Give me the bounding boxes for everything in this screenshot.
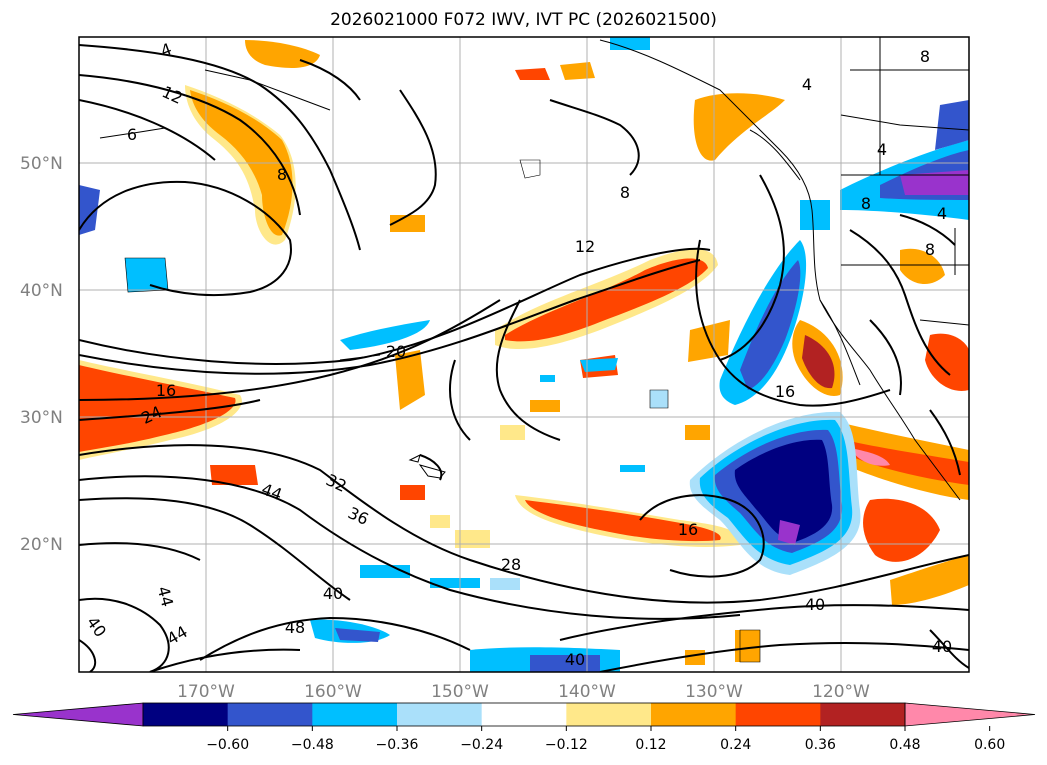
colorbar-segment <box>143 703 229 726</box>
colorbar-segment <box>12 702 144 727</box>
contour-label: 40 <box>323 584 343 603</box>
map-layers <box>79 37 969 672</box>
map-border <box>78 36 970 673</box>
coastlines <box>99 37 969 501</box>
contour-lines <box>79 44 969 672</box>
contour-label: 8 <box>861 194 871 213</box>
lon-label: 130°W <box>685 682 743 702</box>
colorbar-segment <box>481 703 567 726</box>
contour-label: 44 <box>154 584 178 609</box>
lon-label: 120°W <box>812 682 870 702</box>
contour-label: 16 <box>156 381 176 400</box>
colorbar-tick-label: 0.36 <box>805 737 836 753</box>
lat-label: 30°N <box>20 408 63 428</box>
colorbar-tick-label: −0.12 <box>545 737 588 753</box>
graticule <box>79 37 969 672</box>
colorbar-segment <box>651 703 737 726</box>
colorbar <box>12 702 1036 727</box>
contour-label: 16 <box>678 520 698 539</box>
contour-label: 8 <box>277 165 287 184</box>
contour-label: 20 <box>386 342 406 361</box>
lon-label: 150°W <box>431 682 489 702</box>
lat-label: 40°N <box>20 281 63 301</box>
colorbar-tick-label: −0.48 <box>291 737 334 753</box>
colorbar-segment <box>904 702 1036 727</box>
contour-label: 12 <box>575 237 595 256</box>
contour-label: 6 <box>127 125 137 144</box>
colorbar-ticks: −0.60 −0.48 −0.36 −0.24 −0.12 0.12 0.24 0.36 0.4… <box>206 726 1005 753</box>
colorbar-tick-label: 0.60 <box>974 737 1005 753</box>
contour-label: 40 <box>932 637 952 656</box>
contour-label: 8 <box>620 183 630 202</box>
colorbar-tick-label: −0.60 <box>206 737 249 753</box>
shade-outlines <box>124 159 761 663</box>
colorbar-segment <box>566 703 652 726</box>
contour-label: 28 <box>501 555 521 574</box>
contour-label: 4 <box>877 140 887 159</box>
lat-labels: 50°N 40°N 30°N 20°N <box>20 154 63 555</box>
colorbar-tick-label: −0.36 <box>376 737 419 753</box>
shaded-anomalies <box>79 37 969 672</box>
lat-label: 50°N <box>20 154 63 174</box>
lon-label: 160°W <box>304 682 362 702</box>
colorbar-tick-label: 0.12 <box>635 737 666 753</box>
lon-label: 170°W <box>177 682 235 702</box>
contour-label: 4 <box>937 204 947 223</box>
colorbar-segment <box>397 703 483 726</box>
colorbar-tick-label: −0.24 <box>460 737 503 753</box>
contour-label: 4 <box>802 75 812 94</box>
lon-label: 140°W <box>558 682 616 702</box>
colorbar-tick-label: 0.48 <box>889 737 920 753</box>
lat-label: 20°N <box>20 535 63 555</box>
colorbar-tick-label: 0.24 <box>720 737 751 753</box>
contour-label: 8 <box>925 240 935 259</box>
colorbar-segment <box>227 703 313 726</box>
contour-label: 40 <box>805 595 825 614</box>
contour-label: 8 <box>920 47 930 66</box>
contour-label: 48 <box>285 618 305 637</box>
colorbar-segment <box>312 703 398 726</box>
colorbar-segment <box>735 703 821 726</box>
lon-labels: 170°W 160°W 150°W 140°W 130°W 120°W <box>177 682 870 702</box>
contour-label: 40 <box>565 650 585 669</box>
colorbar-segment <box>820 703 906 726</box>
contour-label: 16 <box>775 382 795 401</box>
colorbar-border <box>142 702 906 727</box>
map-title: 2026021000 F072 IWV, IVT PC (2026021500) <box>330 10 717 30</box>
